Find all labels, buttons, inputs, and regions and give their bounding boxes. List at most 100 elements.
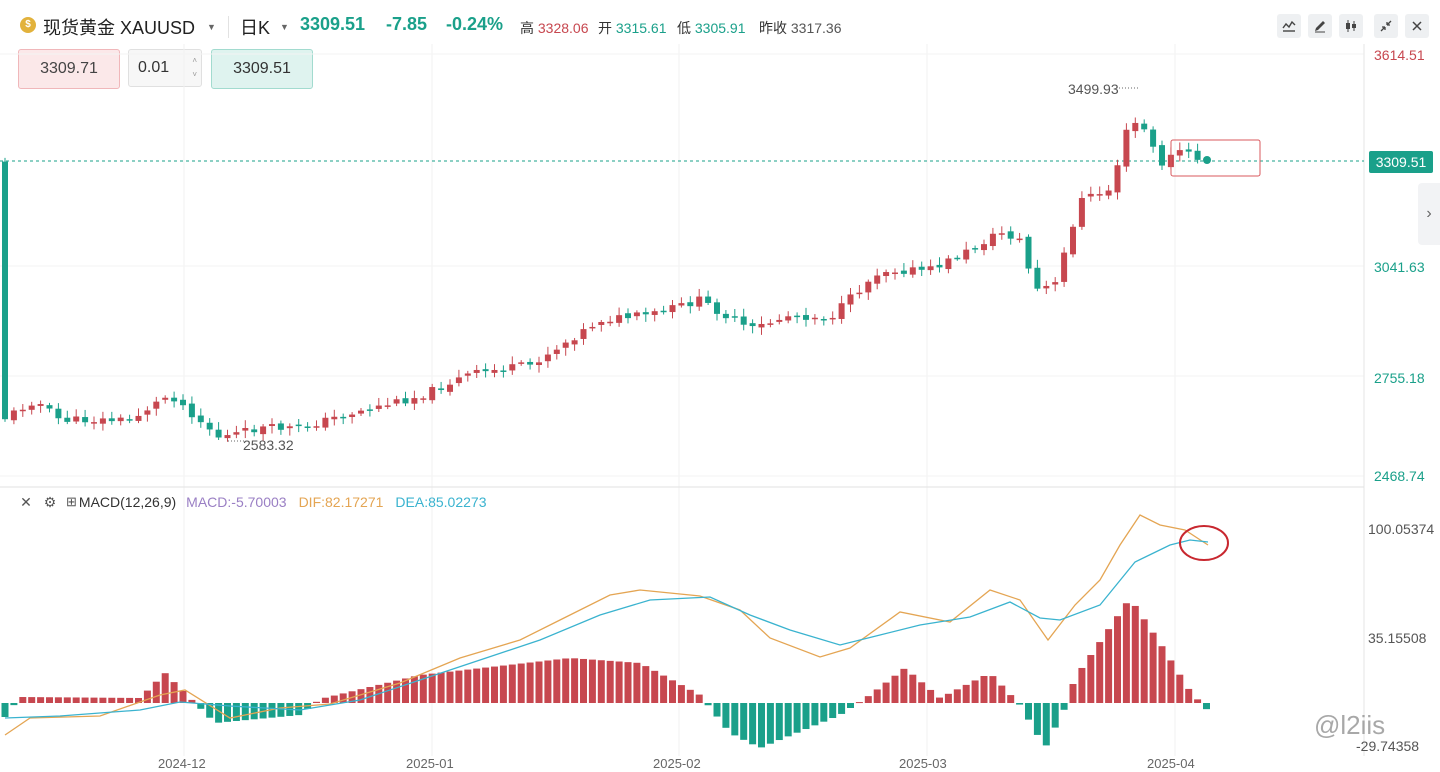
candle-body bbox=[99, 418, 106, 424]
date-label: 2025-01 bbox=[406, 756, 454, 771]
macd-bar bbox=[81, 697, 89, 703]
candle-body bbox=[206, 422, 213, 430]
settings-icon[interactable]: ⚙ bbox=[43, 493, 57, 510]
candle-body bbox=[945, 258, 952, 270]
candle-body bbox=[883, 272, 890, 277]
macd-legend: ✕ ⚙ ⊞ MACD(12,26,9) MACD:-5.70003 DIF:82… bbox=[18, 492, 492, 512]
price-change: -7.85 bbox=[386, 14, 428, 34]
macd-bar bbox=[197, 703, 205, 709]
macd-bar bbox=[428, 673, 436, 703]
candle-body bbox=[375, 405, 382, 409]
macd-tick: -29.74358 bbox=[1356, 738, 1420, 754]
macd-bar bbox=[731, 703, 739, 736]
macd-bar bbox=[206, 703, 214, 718]
candle-body bbox=[144, 410, 151, 415]
quantity-value: 0.01 bbox=[138, 59, 170, 76]
macd-bar bbox=[927, 689, 935, 703]
macd-bar bbox=[1140, 619, 1148, 703]
stepper-arrows-icon[interactable]: ˄ ˅ bbox=[192, 56, 197, 79]
macd-tick: 35.15508 bbox=[1368, 630, 1427, 646]
candle-body bbox=[473, 369, 480, 373]
macd-bar bbox=[188, 699, 196, 703]
candle-body bbox=[678, 303, 685, 306]
candle-body bbox=[28, 405, 35, 410]
buy-price-button[interactable]: 3309.51 bbox=[211, 49, 313, 89]
macd-bar bbox=[143, 690, 151, 703]
candle-body bbox=[616, 315, 623, 323]
candle-body bbox=[126, 419, 133, 421]
macd-bar bbox=[1203, 703, 1210, 710]
macd-bar bbox=[1185, 688, 1193, 703]
candle-body bbox=[731, 316, 738, 318]
candle-body bbox=[954, 257, 961, 260]
candle-body bbox=[714, 302, 720, 314]
macd-bar bbox=[1114, 616, 1121, 703]
candle-body bbox=[740, 316, 747, 325]
macd-bar bbox=[1176, 674, 1184, 703]
candle-body bbox=[153, 401, 160, 409]
close-icon[interactable] bbox=[1405, 14, 1429, 38]
macd-bar bbox=[250, 703, 258, 720]
macd-bar bbox=[1167, 660, 1175, 703]
candle-body bbox=[331, 416, 338, 420]
period-selector[interactable]: 日K bbox=[240, 14, 270, 40]
candle-type-icon[interactable] bbox=[1339, 14, 1363, 38]
period-dropdown-icon[interactable]: ▼ bbox=[280, 22, 289, 32]
candle-body bbox=[188, 403, 195, 418]
candle-body bbox=[544, 354, 551, 362]
price-tick: 3041.63 bbox=[1374, 259, 1425, 275]
add-indicator-icon[interactable]: ⊞ bbox=[66, 494, 77, 509]
expand-panel-button[interactable]: › bbox=[1418, 183, 1440, 245]
candle-body bbox=[171, 397, 178, 402]
macd-bar bbox=[126, 697, 134, 703]
macd-bar bbox=[419, 674, 427, 703]
quantity-stepper[interactable]: 0.01 ˄ ˅ bbox=[128, 49, 202, 87]
candle-body bbox=[500, 370, 507, 372]
crossover-circle bbox=[1179, 525, 1229, 561]
macd-bar bbox=[1060, 703, 1068, 710]
macd-bar bbox=[953, 689, 961, 703]
macd-bar bbox=[410, 676, 418, 703]
candle-body bbox=[936, 264, 943, 268]
candle-body bbox=[73, 416, 80, 422]
draw-pen-icon[interactable] bbox=[1308, 14, 1332, 38]
candle-body bbox=[749, 323, 756, 327]
macd-bar bbox=[491, 666, 498, 703]
macd-bar bbox=[402, 678, 409, 703]
candle-body bbox=[180, 399, 186, 406]
macd-bar bbox=[936, 697, 943, 703]
candle-body bbox=[46, 405, 53, 409]
sell-price-button[interactable]: 3309.71 bbox=[18, 49, 120, 89]
macd-bar bbox=[1, 703, 9, 717]
macd-bar bbox=[54, 697, 62, 703]
collapse-icon[interactable] bbox=[1374, 14, 1398, 38]
macd-bar bbox=[553, 659, 561, 703]
macd-bar bbox=[998, 685, 1006, 703]
candle-body bbox=[1087, 193, 1094, 197]
macd-bar bbox=[918, 682, 926, 703]
macd-bar bbox=[588, 659, 596, 703]
symbol-dropdown-icon[interactable]: ▼ bbox=[207, 22, 216, 32]
macd-bar bbox=[19, 697, 27, 703]
close-icon[interactable]: ✕ bbox=[20, 493, 32, 510]
candle-body bbox=[642, 312, 649, 315]
macd-bar bbox=[669, 680, 676, 703]
macd-bar bbox=[1087, 655, 1095, 703]
macd-bar bbox=[847, 703, 854, 708]
macd-bar bbox=[811, 703, 819, 726]
dif-value: DIF:82.17271 bbox=[298, 494, 384, 510]
grid-lines bbox=[0, 44, 1364, 756]
macd-bar bbox=[10, 703, 18, 706]
symbol-selector[interactable]: 现货黄金 XAUUSD bbox=[43, 14, 195, 40]
candle-body bbox=[349, 414, 356, 418]
indicator-icon[interactable] bbox=[1277, 14, 1301, 38]
macd-bar bbox=[544, 660, 552, 703]
macd-bar bbox=[758, 703, 765, 748]
candle-body bbox=[491, 369, 498, 373]
macd-bar bbox=[660, 675, 668, 703]
candle-body bbox=[687, 302, 694, 307]
candle-body bbox=[580, 329, 587, 339]
candle-body bbox=[705, 296, 712, 303]
candle-body bbox=[340, 416, 347, 419]
